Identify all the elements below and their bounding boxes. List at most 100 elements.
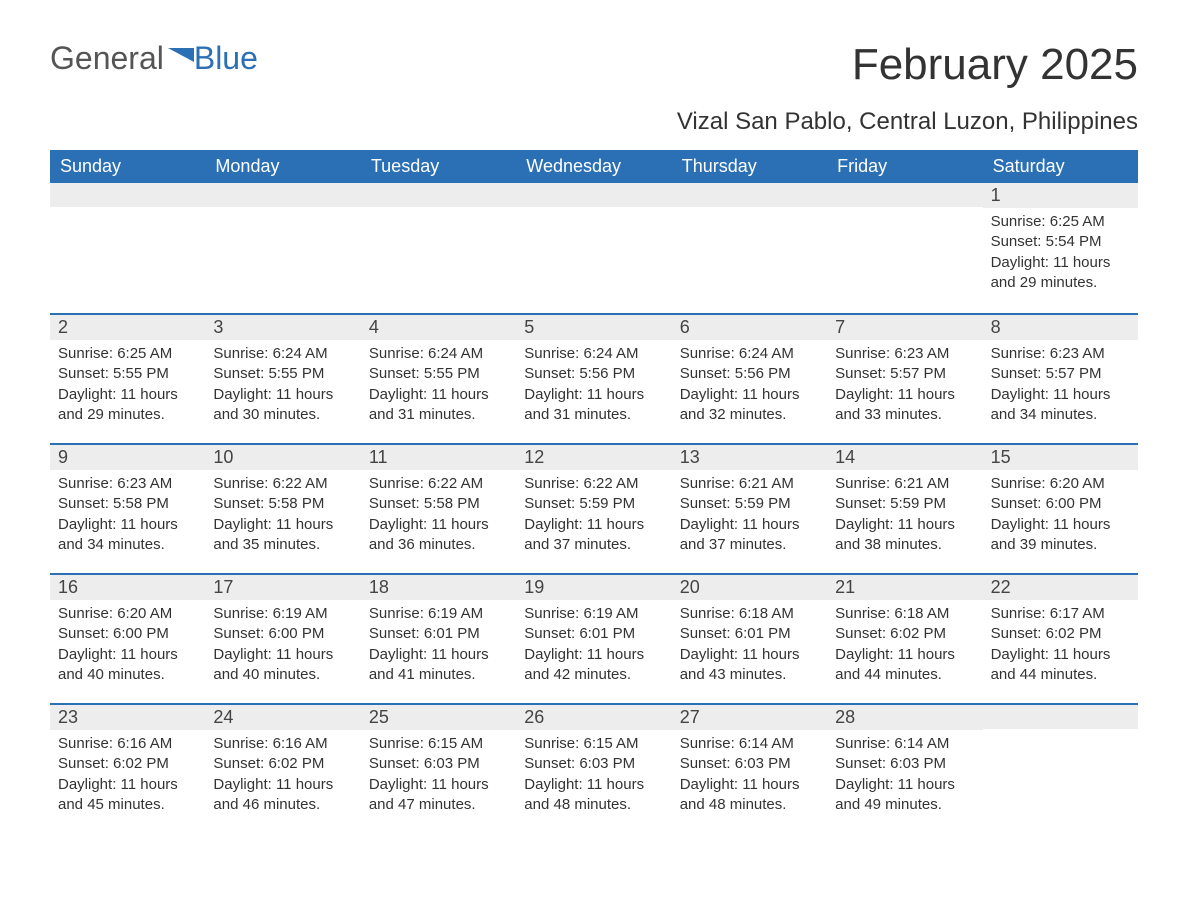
sunrise-text: Sunrise: 6:19 AM xyxy=(213,604,352,624)
daylight-text: Daylight: 11 hours and 46 minutes. xyxy=(213,775,352,816)
day-cell xyxy=(361,183,516,313)
sunrise-text: Sunrise: 6:14 AM xyxy=(835,734,974,754)
day-details: Sunrise: 6:15 AMSunset: 6:03 PMDaylight:… xyxy=(361,730,516,829)
sunset-text: Sunset: 6:02 PM xyxy=(213,754,352,774)
day-details: Sunrise: 6:23 AMSunset: 5:57 PMDaylight:… xyxy=(827,340,982,439)
weekday-header: Thursday xyxy=(672,150,827,183)
day-details: Sunrise: 6:22 AMSunset: 5:59 PMDaylight:… xyxy=(516,470,671,569)
sunset-text: Sunset: 6:03 PM xyxy=(369,754,508,774)
daylight-text: Daylight: 11 hours and 48 minutes. xyxy=(680,775,819,816)
sunset-text: Sunset: 5:59 PM xyxy=(680,494,819,514)
day-number: 6 xyxy=(672,315,827,340)
daylight-text: Daylight: 11 hours and 39 minutes. xyxy=(991,515,1130,556)
day-cell: 13Sunrise: 6:21 AMSunset: 5:59 PMDayligh… xyxy=(672,445,827,573)
day-details: Sunrise: 6:19 AMSunset: 6:01 PMDaylight:… xyxy=(516,600,671,699)
day-number: 7 xyxy=(827,315,982,340)
day-number: 9 xyxy=(50,445,205,470)
sunrise-text: Sunrise: 6:20 AM xyxy=(991,474,1130,494)
day-cell: 11Sunrise: 6:22 AMSunset: 5:58 PMDayligh… xyxy=(361,445,516,573)
day-number xyxy=(50,183,205,207)
day-details: Sunrise: 6:14 AMSunset: 6:03 PMDaylight:… xyxy=(827,730,982,829)
daylight-text: Daylight: 11 hours and 31 minutes. xyxy=(524,385,663,426)
sunset-text: Sunset: 5:58 PM xyxy=(213,494,352,514)
weekday-header: Sunday xyxy=(50,150,205,183)
daylight-text: Daylight: 11 hours and 44 minutes. xyxy=(835,645,974,686)
day-number xyxy=(983,705,1138,729)
day-cell: 14Sunrise: 6:21 AMSunset: 5:59 PMDayligh… xyxy=(827,445,982,573)
daylight-text: Daylight: 11 hours and 35 minutes. xyxy=(213,515,352,556)
day-number: 18 xyxy=(361,575,516,600)
day-number: 19 xyxy=(516,575,671,600)
sunset-text: Sunset: 5:59 PM xyxy=(835,494,974,514)
daylight-text: Daylight: 11 hours and 36 minutes. xyxy=(369,515,508,556)
day-number: 23 xyxy=(50,705,205,730)
day-number: 16 xyxy=(50,575,205,600)
day-cell xyxy=(205,183,360,313)
day-number: 21 xyxy=(827,575,982,600)
sunset-text: Sunset: 5:54 PM xyxy=(991,232,1130,252)
sunset-text: Sunset: 6:01 PM xyxy=(524,624,663,644)
day-cell: 25Sunrise: 6:15 AMSunset: 6:03 PMDayligh… xyxy=(361,705,516,833)
daylight-text: Daylight: 11 hours and 29 minutes. xyxy=(58,385,197,426)
sunrise-text: Sunrise: 6:22 AM xyxy=(213,474,352,494)
day-number xyxy=(827,183,982,207)
day-cell: 24Sunrise: 6:16 AMSunset: 6:02 PMDayligh… xyxy=(205,705,360,833)
weekday-header-row: Sunday Monday Tuesday Wednesday Thursday… xyxy=(50,150,1138,183)
month-title: February 2025 xyxy=(677,40,1138,90)
sunrise-text: Sunrise: 6:24 AM xyxy=(213,344,352,364)
day-details: Sunrise: 6:23 AMSunset: 5:57 PMDaylight:… xyxy=(983,340,1138,439)
day-cell: 12Sunrise: 6:22 AMSunset: 5:59 PMDayligh… xyxy=(516,445,671,573)
daylight-text: Daylight: 11 hours and 32 minutes. xyxy=(680,385,819,426)
day-cell: 1Sunrise: 6:25 AMSunset: 5:54 PMDaylight… xyxy=(983,183,1138,313)
day-cell xyxy=(516,183,671,313)
day-details: Sunrise: 6:24 AMSunset: 5:55 PMDaylight:… xyxy=(205,340,360,439)
sunrise-text: Sunrise: 6:14 AM xyxy=(680,734,819,754)
daylight-text: Daylight: 11 hours and 45 minutes. xyxy=(58,775,197,816)
weekday-header: Tuesday xyxy=(361,150,516,183)
day-details: Sunrise: 6:17 AMSunset: 6:02 PMDaylight:… xyxy=(983,600,1138,699)
day-number: 25 xyxy=(361,705,516,730)
sunrise-text: Sunrise: 6:22 AM xyxy=(524,474,663,494)
day-number: 10 xyxy=(205,445,360,470)
sunrise-text: Sunrise: 6:15 AM xyxy=(524,734,663,754)
day-cell: 26Sunrise: 6:15 AMSunset: 6:03 PMDayligh… xyxy=(516,705,671,833)
daylight-text: Daylight: 11 hours and 34 minutes. xyxy=(58,515,197,556)
day-cell: 21Sunrise: 6:18 AMSunset: 6:02 PMDayligh… xyxy=(827,575,982,703)
day-cell: 4Sunrise: 6:24 AMSunset: 5:55 PMDaylight… xyxy=(361,315,516,443)
day-cell xyxy=(983,705,1138,833)
week-row: 2Sunrise: 6:25 AMSunset: 5:55 PMDaylight… xyxy=(50,313,1138,443)
sunrise-text: Sunrise: 6:16 AM xyxy=(58,734,197,754)
day-details: Sunrise: 6:19 AMSunset: 6:01 PMDaylight:… xyxy=(361,600,516,699)
day-details: Sunrise: 6:18 AMSunset: 6:01 PMDaylight:… xyxy=(672,600,827,699)
day-number: 17 xyxy=(205,575,360,600)
sunset-text: Sunset: 5:58 PM xyxy=(369,494,508,514)
daylight-text: Daylight: 11 hours and 34 minutes. xyxy=(991,385,1130,426)
sunrise-text: Sunrise: 6:23 AM xyxy=(58,474,197,494)
logo-flag-icon xyxy=(168,48,194,70)
day-details: Sunrise: 6:24 AMSunset: 5:56 PMDaylight:… xyxy=(516,340,671,439)
day-cell: 16Sunrise: 6:20 AMSunset: 6:00 PMDayligh… xyxy=(50,575,205,703)
sunset-text: Sunset: 6:03 PM xyxy=(524,754,663,774)
day-details: Sunrise: 6:25 AMSunset: 5:54 PMDaylight:… xyxy=(983,208,1138,307)
day-details: Sunrise: 6:20 AMSunset: 6:00 PMDaylight:… xyxy=(50,600,205,699)
week-row: 9Sunrise: 6:23 AMSunset: 5:58 PMDaylight… xyxy=(50,443,1138,573)
sunset-text: Sunset: 5:58 PM xyxy=(58,494,197,514)
day-number xyxy=(516,183,671,207)
day-number: 12 xyxy=(516,445,671,470)
sunrise-text: Sunrise: 6:17 AM xyxy=(991,604,1130,624)
day-number: 22 xyxy=(983,575,1138,600)
sunrise-text: Sunrise: 6:21 AM xyxy=(680,474,819,494)
weekday-header: Friday xyxy=(827,150,982,183)
day-cell: 7Sunrise: 6:23 AMSunset: 5:57 PMDaylight… xyxy=(827,315,982,443)
day-number: 20 xyxy=(672,575,827,600)
day-cell: 17Sunrise: 6:19 AMSunset: 6:00 PMDayligh… xyxy=(205,575,360,703)
sunrise-text: Sunrise: 6:24 AM xyxy=(369,344,508,364)
day-cell: 18Sunrise: 6:19 AMSunset: 6:01 PMDayligh… xyxy=(361,575,516,703)
sunset-text: Sunset: 6:02 PM xyxy=(835,624,974,644)
day-cell: 9 Sunrise: 6:23 AMSunset: 5:58 PMDaylight… xyxy=(50,445,205,573)
day-details: Sunrise: 6:25 AMSunset: 5:55 PMDaylight:… xyxy=(50,340,205,439)
day-number: 5 xyxy=(516,315,671,340)
day-cell: 19Sunrise: 6:19 AMSunset: 6:01 PMDayligh… xyxy=(516,575,671,703)
logo: General Blue xyxy=(50,40,258,77)
day-cell: 3Sunrise: 6:24 AMSunset: 5:55 PMDaylight… xyxy=(205,315,360,443)
